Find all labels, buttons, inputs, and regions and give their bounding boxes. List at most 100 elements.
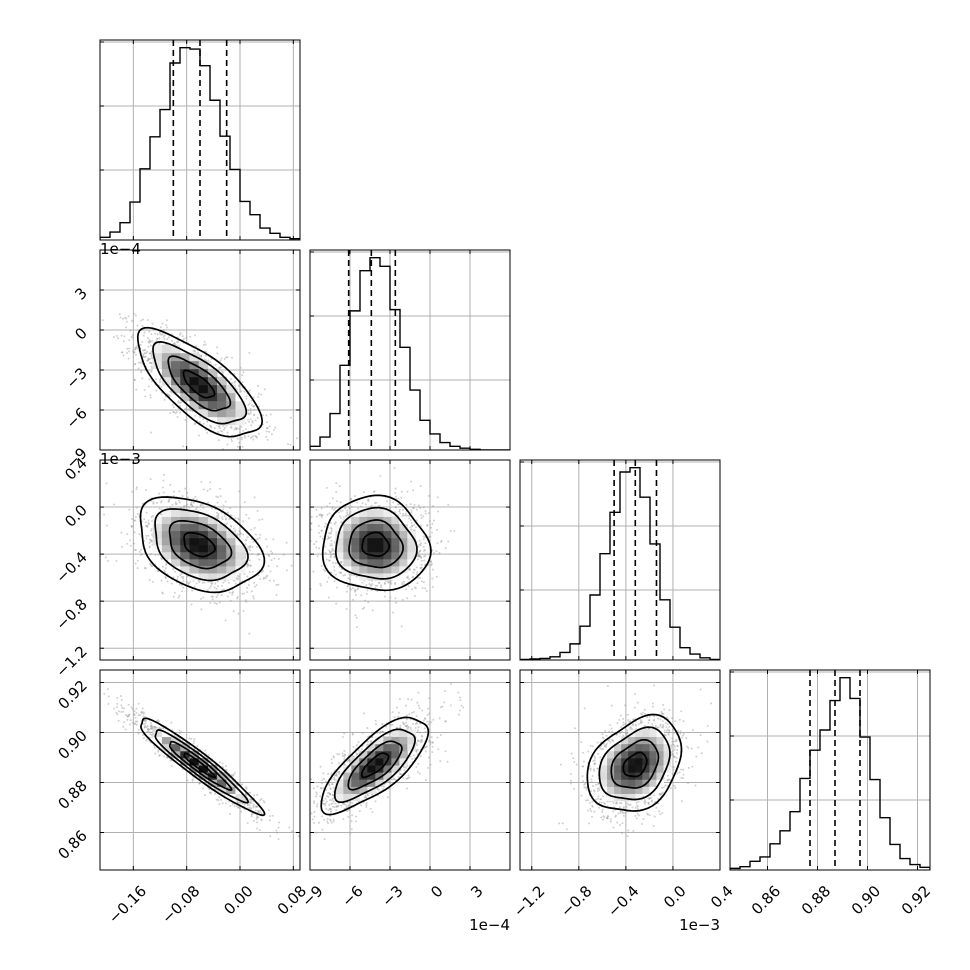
scatter-point [595,798,598,801]
scatter-point [629,726,632,729]
scatter-point [628,804,631,807]
density-cell [351,757,360,766]
scatter-point [245,788,248,791]
scatter-point [433,552,436,555]
scatter-point [247,564,250,567]
scatter-point [117,719,120,722]
scatter-point [584,782,587,785]
scatter-point [371,811,374,814]
scatter-point [168,394,171,397]
scatter-point [329,531,332,534]
scatter-point [416,571,419,574]
scatter-point [416,729,419,732]
scatter-point [236,596,239,599]
scatter-point [263,801,266,804]
density-cell [359,544,368,553]
scatter-point [598,801,601,804]
scatter-point [710,702,713,705]
scatter-point [181,495,184,498]
scatter-point [425,590,428,593]
scatter-point [283,450,285,452]
scatter-point [120,710,123,713]
scatter-point [220,594,223,597]
scatter-point [438,717,441,720]
scatter-point [627,719,630,722]
scatter-point [405,588,408,591]
scatter-point [133,531,136,534]
scatter-point [248,351,251,354]
density-cell [180,565,190,574]
scatter-point [342,818,345,821]
scatter-point [226,511,229,514]
scatter-point [651,722,654,725]
scatter-point [338,753,341,756]
scatter-point [116,697,119,700]
scatter-point [241,592,244,595]
scatter-point [144,719,147,722]
scatter-point [277,583,280,586]
scatter-point [202,596,205,599]
scatter-point [133,348,136,351]
scatter-point [143,719,146,722]
scatter-point [365,805,368,808]
scatter-point [157,553,160,556]
scatter-point [628,720,631,723]
scatter-point [153,725,156,728]
scatter-point [182,505,185,508]
scatter-point [642,817,645,820]
scatter-point [237,577,240,580]
scatter-point [122,354,125,357]
density-cell [649,779,657,787]
scatter-point [149,725,152,728]
scatter-point [135,506,138,509]
scatter-point [330,530,333,533]
scatter-point [229,507,232,510]
scatter-point [414,723,417,726]
scatter-point [646,812,649,815]
scatter-point [666,779,669,782]
scatter-point [399,726,402,729]
x-tick-label: −0.4 [604,882,642,920]
scatter-point [418,550,421,553]
x-tick-label: 0.00 [220,882,256,918]
scatter-point [328,512,331,515]
scatter-point [346,513,349,516]
scatter-point [424,717,427,720]
y-tick-label: −1.2 [52,642,90,680]
scatter-point [349,832,352,835]
scatter-point [420,563,423,566]
scatter-point [219,366,222,369]
scatter-point [166,338,169,341]
scatter-point [265,575,268,578]
scatter-point [340,560,343,563]
scatter-point [410,511,413,514]
scatter-point [105,524,108,527]
scatter-point [338,771,341,774]
scatter-point [229,805,232,808]
scatter-point [644,801,647,804]
scatter-point [285,541,288,544]
scatter-point [624,812,627,815]
scatter-point [297,835,300,838]
scatter-point [398,510,401,513]
scatter-point [411,588,414,591]
scatter-point [136,720,139,723]
scatter-point [417,691,420,694]
density-cell [189,551,200,560]
scatter-point [150,333,153,336]
scatter-point [431,585,434,588]
scatter-point [385,725,388,728]
scatter-point [127,713,130,716]
density-cell [399,565,408,574]
scatter-point [248,807,251,810]
scatter-point [405,725,408,728]
scatter-point [193,334,196,337]
scatter-point [95,696,97,698]
scatter-point [667,733,670,736]
scatter-point [415,566,418,569]
scatter-point [141,340,144,343]
scatter-point [149,563,152,566]
density-cell [383,765,392,773]
scatter-point [648,715,651,718]
scatter-point [420,513,423,516]
